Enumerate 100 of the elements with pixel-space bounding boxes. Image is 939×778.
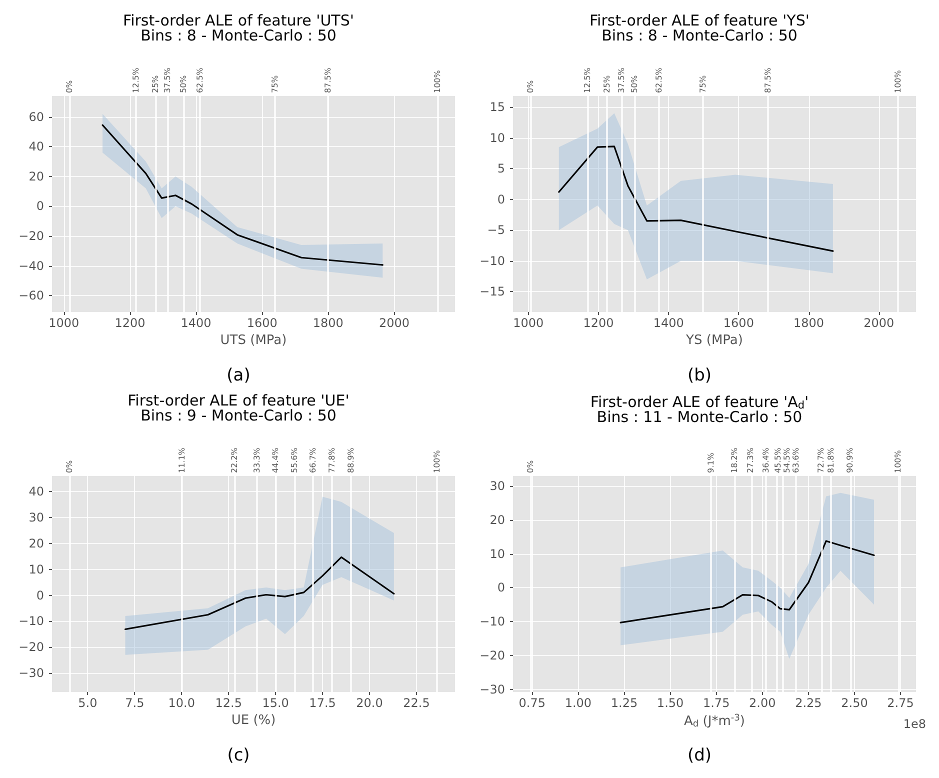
annotation: 87.5% <box>763 67 772 93</box>
text: (d) <box>687 746 712 766</box>
x-tick-label: 5.0 <box>78 696 98 710</box>
x-tick-label: 17.5 <box>309 696 336 710</box>
chart-title: First-order ALE of feature 'UTS' <box>123 12 354 30</box>
annotation: 90.9% <box>845 447 854 473</box>
y-tick-label: 15 <box>490 100 505 114</box>
annotation: 37.5% <box>616 67 626 93</box>
x-tick-label: 2.75 <box>887 696 914 710</box>
chart-title: First-order ALE of feature 'YS' <box>590 12 810 30</box>
y-tick-label: 20 <box>28 536 44 550</box>
annotation: 0% <box>526 80 536 93</box>
x-tick-label: 2.00 <box>749 696 776 710</box>
x-tick-label: 1000 <box>513 316 544 330</box>
y-tick-label: −60 <box>18 288 44 303</box>
annotation: 44.4% <box>271 447 280 473</box>
annotation: 55.6% <box>290 447 300 473</box>
x-tick-label: 15.0 <box>262 696 289 710</box>
annotation: 50% <box>630 74 640 93</box>
x-axis-title: UTS (MPa) <box>220 333 287 348</box>
annotation: 87.5% <box>323 67 332 93</box>
annotation: 75% <box>270 74 280 93</box>
x-tick-label: 1800 <box>793 316 824 330</box>
y-tick-label: −10 <box>480 614 505 629</box>
y-tick-label: 0 <box>497 580 505 595</box>
x-tick-label: 2000 <box>864 316 894 330</box>
annotation: 50% <box>178 74 188 93</box>
chart-subtitle: Bins : 8 - Monte-Carlo : 50 <box>602 26 798 44</box>
x-tick-label: 22.5 <box>403 696 430 710</box>
x-tick-label: 1.75 <box>702 696 730 710</box>
annotation: 62.5% <box>654 67 664 93</box>
text: (a) <box>226 366 250 386</box>
x-axis-title: YS (MPa) <box>685 333 743 348</box>
y-tick-label: 30 <box>490 479 505 494</box>
y-tick-label: 30 <box>28 510 44 524</box>
x-tick-label: 1800 <box>312 316 344 330</box>
chart-subtitle: Bins : 9 - Monte-Carlo : 50 <box>140 406 336 424</box>
annotation: 88.9% <box>346 447 356 473</box>
y-tick-label: 60 <box>28 110 44 124</box>
y-tick-label: 10 <box>28 562 44 576</box>
x-tick-label: 1200 <box>114 316 146 330</box>
y-tick-label: 0 <box>497 192 505 206</box>
x-tick-label: 2000 <box>378 316 410 330</box>
annotation: 45.5% <box>773 447 782 473</box>
line-series <box>124 556 395 630</box>
y-tick-label: −40 <box>18 258 44 273</box>
text: 1e8 <box>903 717 926 731</box>
annotation: 22.2% <box>230 447 240 473</box>
y-tick-label: −10 <box>480 254 505 268</box>
annotation: 33.3% <box>252 447 262 473</box>
annotation: 37.5% <box>162 67 172 93</box>
x-tick-label: 1.00 <box>564 696 592 710</box>
annotation: 66.7% <box>308 447 318 473</box>
x-tick-label: 1600 <box>246 316 278 330</box>
text: (b) <box>687 366 712 386</box>
y-tick-label: 20 <box>28 169 44 184</box>
chart-title: First-order ALE of feature 'UE' <box>128 392 350 410</box>
y-tick-label: 40 <box>28 484 44 499</box>
y-tick-label: −5 <box>487 223 505 238</box>
annotation: 72.7% <box>816 447 826 473</box>
y-tick-label: −20 <box>18 229 44 244</box>
y-tick-label: −15 <box>480 284 505 299</box>
annotation: 0% <box>65 80 74 93</box>
annotation: 100% <box>894 70 903 93</box>
x-tick-label: 1.25 <box>610 696 638 710</box>
y-tick-label: 5 <box>497 162 505 176</box>
annotation: 18.2% <box>730 447 740 473</box>
annotation: 77.8% <box>327 447 336 473</box>
annotation: 9.1% <box>706 452 716 473</box>
line-series <box>558 146 834 252</box>
y-tick-label: 0 <box>36 588 44 602</box>
y-tick-label: −10 <box>18 614 44 628</box>
x-tick-label: 1400 <box>180 316 212 330</box>
annotation: 75% <box>698 74 708 93</box>
y-tick-label: −30 <box>18 666 44 680</box>
y-tick-label: 40 <box>28 140 44 154</box>
annotation: 11.1% <box>178 447 187 473</box>
annotation: 100% <box>432 70 442 93</box>
annotation: 0% <box>64 460 74 473</box>
annotation: 54.5% <box>782 447 792 473</box>
chart-subtitle: Bins : 8 - Monte-Carlo : 50 <box>140 26 336 44</box>
y-tick-label: −20 <box>480 648 505 662</box>
y-tick-label: 10 <box>490 546 505 561</box>
y-tick-label: −30 <box>480 682 505 696</box>
annotation: 12.5% <box>583 67 592 93</box>
annotation: 12.5% <box>131 67 140 93</box>
y-tick-label: 20 <box>490 513 505 528</box>
annotation: 63.6% <box>791 447 800 473</box>
x-axis-title: UE (%) <box>231 713 276 728</box>
annotation: 100% <box>893 450 902 473</box>
x-tick-label: 0.75 <box>518 696 546 710</box>
annotation: 27.3% <box>746 447 756 473</box>
annotation: 36.4% <box>762 447 771 473</box>
annotation: 25% <box>151 74 160 93</box>
x-tick-label: 2.50 <box>841 696 868 710</box>
annotation: 62.5% <box>195 67 204 93</box>
x-tick-label: 20.0 <box>356 696 383 710</box>
x-tick-label: 10.0 <box>168 696 195 710</box>
x-tick-label: 12.5 <box>215 696 242 710</box>
x-tick-label: 2.25 <box>795 696 822 710</box>
